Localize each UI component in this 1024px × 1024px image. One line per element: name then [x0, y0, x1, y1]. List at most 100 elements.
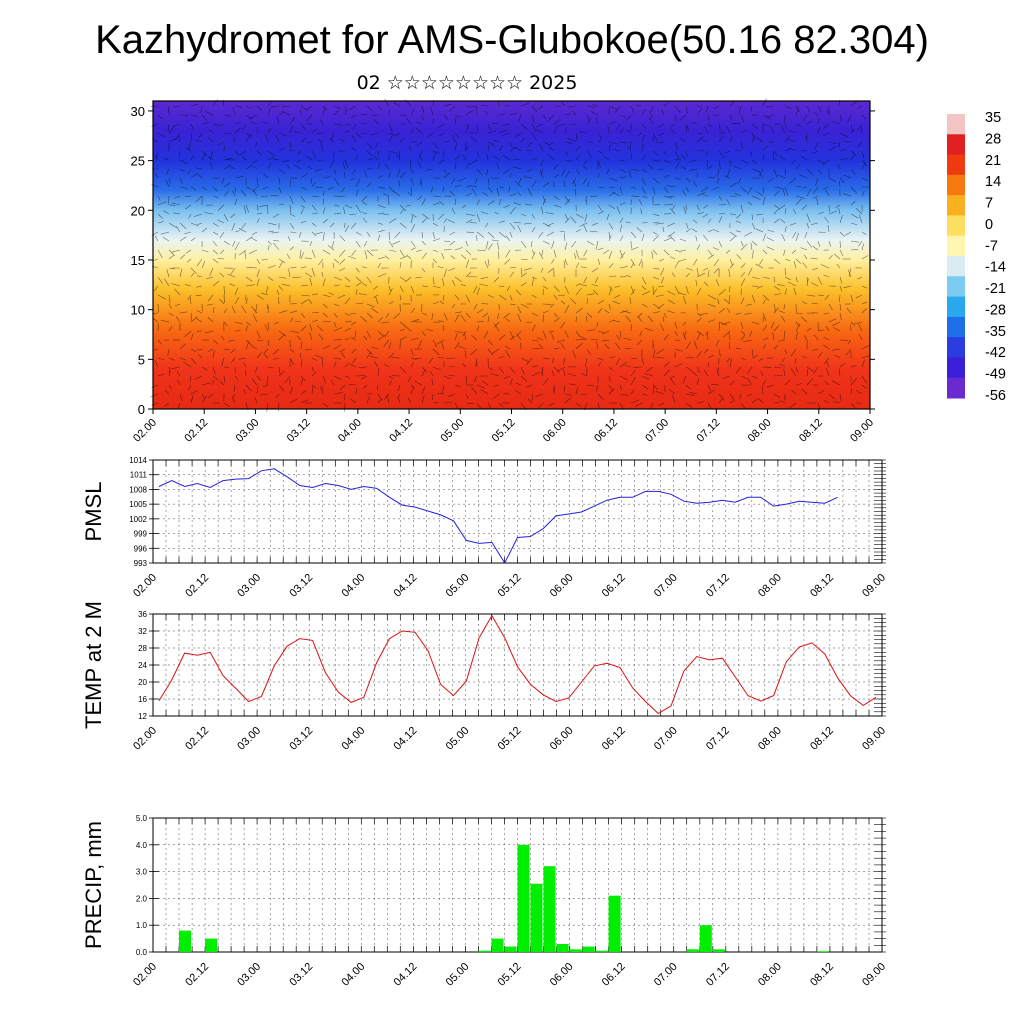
- wind-barb: [206, 276, 214, 280]
- wind-barb: [628, 170, 632, 179]
- precip-bar: [699, 925, 712, 952]
- wind-barb: [542, 240, 550, 245]
- wind-barb: [560, 300, 566, 305]
- wind-barb: [689, 159, 698, 163]
- wind-barb: [171, 366, 181, 370]
- wind-barb: [393, 102, 401, 107]
- wind-barb: [573, 253, 577, 260]
- wind-barb: [553, 312, 558, 318]
- wind-barb: [861, 301, 868, 305]
- wind-barb: [245, 114, 253, 120]
- wind-barb: [649, 105, 654, 115]
- wind-barb: [480, 276, 489, 280]
- wind-barb: [856, 141, 863, 148]
- wind-barb: [344, 375, 350, 379]
- wind-barb: [168, 357, 176, 361]
- x-tick-label: 06.00: [548, 572, 576, 600]
- wind-barb: [286, 164, 291, 170]
- wind-barb: [744, 231, 753, 237]
- wind-barb: [473, 303, 478, 310]
- wind-barb: [520, 357, 529, 362]
- wind-barb: [801, 355, 808, 359]
- wind-barb: [465, 402, 475, 404]
- wind-barb: [442, 384, 445, 394]
- wind-barb: [278, 111, 284, 116]
- wind-barb: [590, 111, 599, 116]
- wind-barb: [498, 113, 505, 116]
- wind-barb: [179, 236, 187, 242]
- wind-barb: [707, 319, 716, 323]
- wind-barb: [832, 121, 841, 125]
- wind-barb: [493, 139, 500, 143]
- wind-barb: [718, 308, 726, 314]
- wind-barb: [398, 384, 401, 392]
- wind-barb: [597, 210, 605, 215]
- wind-barb: [813, 366, 819, 374]
- wind-barb: [810, 257, 819, 260]
- wind-barb: [674, 177, 681, 180]
- wind-barb: [551, 240, 555, 249]
- wind-barb: [351, 321, 357, 325]
- wind-barb: [820, 264, 830, 269]
- wind-barb: [185, 204, 192, 210]
- wind-barb: [155, 172, 159, 179]
- wind-barb: [817, 240, 821, 247]
- wind-barb: [300, 173, 308, 179]
- wind-barb: [196, 173, 203, 179]
- wind-barb: [652, 221, 659, 224]
- profile-y-tick-label: 15: [131, 253, 145, 268]
- wind-barb: [410, 357, 417, 360]
- wind-barb: [157, 132, 166, 138]
- wind-barb: [432, 366, 442, 371]
- wind-barb: [497, 312, 500, 320]
- wind-barb: [392, 190, 401, 197]
- wind-barb: [443, 268, 447, 278]
- colorbar-label: 14: [985, 174, 1001, 190]
- wind-barb: [410, 224, 416, 233]
- wind-barb: [773, 204, 781, 210]
- wind-barb: [167, 348, 170, 356]
- wind-barb: [421, 213, 430, 220]
- wind-barb: [509, 231, 513, 238]
- wind-barb: [663, 150, 667, 156]
- wind-barb: [780, 125, 786, 134]
- wind-barb: [619, 266, 628, 269]
- wind-barb: [392, 240, 401, 245]
- wind-barb: [491, 123, 500, 125]
- wind-barb: [812, 245, 819, 251]
- wind-barb: [733, 123, 742, 125]
- wind-barb: [255, 366, 258, 373]
- wind-barb: [619, 159, 625, 162]
- wind-barb: [531, 123, 537, 132]
- wind-barb: [407, 397, 412, 404]
- wind-barb: [384, 363, 390, 368]
- wind-barb: [718, 216, 723, 224]
- wind-barb: [245, 186, 252, 190]
- wind-barb: [461, 254, 467, 260]
- wind-barb: [509, 146, 517, 152]
- wind-barb: [394, 231, 401, 239]
- wind-barb: [696, 331, 701, 341]
- wind-barb: [329, 222, 335, 228]
- wind-barb: [207, 303, 214, 306]
- wind-barb: [619, 235, 624, 242]
- wind-barb: [344, 105, 348, 112]
- precipitation-panel: 0.01.02.03.04.05.002.00 02.12 03.00 03.12 04…: [81, 814, 888, 989]
- wind-barb: [823, 344, 830, 350]
- wind-barb: [570, 216, 577, 224]
- wind-barb: [509, 303, 516, 305]
- wind-barb: [157, 303, 159, 313]
- wind-barb: [366, 150, 373, 157]
- wind-barb: [597, 308, 603, 314]
- wind-barb: [322, 402, 328, 408]
- wind-barb: [674, 330, 678, 337]
- wind-barb: [855, 390, 863, 395]
- wind-barb: [201, 393, 205, 399]
- wind-barb: [718, 398, 723, 404]
- wind-barb: [432, 222, 438, 227]
- wind-barb: [759, 258, 764, 265]
- wind-barb: [586, 329, 596, 332]
- wind-barb: [296, 159, 302, 163]
- wind-barb: [315, 231, 324, 235]
- wind-barb: [624, 347, 632, 350]
